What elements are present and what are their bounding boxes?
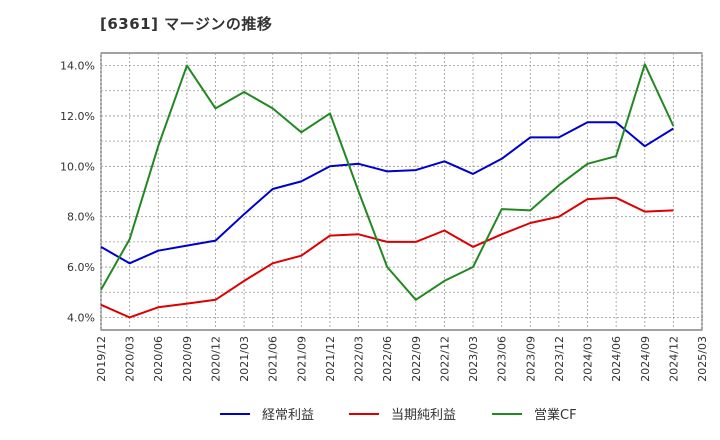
chart-title: [6361] マージンの推移	[100, 15, 273, 33]
series-line	[100, 63, 675, 301]
x-tick-label: 2024/12	[667, 336, 680, 382]
x-tick-label: 2023/06	[496, 336, 509, 382]
x-tick-label: 2021/12	[324, 336, 337, 382]
x-tick-label: 2020/09	[181, 336, 194, 382]
legend-label: 当期純利益	[391, 408, 456, 423]
x-tick-label: 2022/12	[438, 336, 451, 382]
x-tick-label: 2022/03	[353, 336, 366, 382]
x-tick-label: 2024/06	[610, 336, 623, 382]
x-tick-label: 2024/03	[582, 336, 595, 382]
y-tick-label: 4.0%	[67, 311, 95, 324]
x-tick-label: 2019/12	[95, 336, 108, 382]
y-tick-label: 12.0%	[60, 110, 95, 123]
grid	[100, 53, 703, 330]
x-tick-label: 2024/09	[639, 336, 652, 382]
series-lines	[100, 63, 675, 319]
y-tick-label: 14.0%	[60, 60, 95, 73]
legend-label: 営業CF	[534, 407, 577, 423]
y-axis-ticks: 4.0% 6.0% 8.0% 10.0% 12.0% 14.0%	[60, 60, 95, 325]
x-axis-ticks: 2019/12 2020/03 2020/06 2020/09 2020/12 2021/…	[95, 336, 709, 382]
series-line	[100, 196, 674, 319]
x-tick-label: 2023/03	[467, 336, 480, 382]
x-tick-label: 2021/03	[238, 336, 251, 382]
x-tick-label: 2020/03	[124, 336, 137, 382]
y-tick-label: 8.0%	[67, 211, 95, 224]
x-tick-label: 2023/12	[553, 336, 566, 382]
y-tick-label: 10.0%	[60, 160, 95, 173]
series-line	[100, 121, 674, 265]
x-tick-label: 2021/06	[267, 336, 280, 382]
legend-label: 経常利益	[262, 408, 314, 423]
x-tick-label: 2020/06	[152, 336, 165, 382]
x-tick-label: 2023/09	[524, 336, 537, 382]
x-tick-label: 2021/09	[295, 336, 308, 382]
x-tick-label: 2025/03	[696, 336, 709, 382]
y-tick-label: 6.0%	[67, 261, 95, 274]
legend: 経常利益 当期純利益 営業CF	[220, 407, 577, 423]
x-tick-label: 2020/12	[209, 336, 222, 382]
x-tick-label: 2022/09	[410, 336, 423, 382]
x-tick-label: 2022/06	[381, 336, 394, 382]
